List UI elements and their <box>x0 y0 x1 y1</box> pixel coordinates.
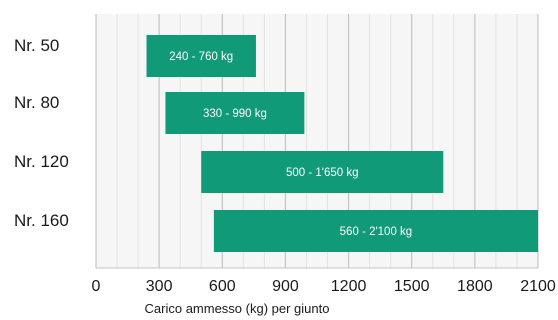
x-tick-label: 1200 <box>331 278 367 295</box>
bar-data-label: 330 - 990 kg <box>203 108 267 120</box>
bar <box>213 210 538 252</box>
x-tick-label: 0 <box>92 278 101 295</box>
category-label: Nr. 80 <box>14 93 59 112</box>
bar-data-label: 500 - 1'650 kg <box>286 167 359 179</box>
bar-data-label: 240 - 760 kg <box>169 51 233 63</box>
category-label: Nr. 120 <box>14 152 69 171</box>
bar-data-label: 560 - 2'100 kg <box>340 226 413 238</box>
x-tick-label: 900 <box>272 278 299 295</box>
category-labels: Nr. 50 Nr. 80 Nr. 120 Nr. 160 <box>14 36 69 230</box>
bar <box>165 92 305 134</box>
category-label: Nr. 160 <box>14 211 69 230</box>
x-axis-label: Carico ammesso (kg) per giunto <box>145 301 330 316</box>
x-tick-labels: 0 300 600 900 1200 1500 1800 2100 <box>92 278 556 295</box>
x-tick-label: 1800 <box>457 278 493 295</box>
x-tick-label: 600 <box>209 278 236 295</box>
x-tick-label: 1500 <box>394 278 430 295</box>
category-label: Nr. 50 <box>14 36 59 55</box>
x-tick-label: 300 <box>146 278 173 295</box>
bar <box>146 35 256 77</box>
bar <box>201 151 444 193</box>
bars: 240 - 760 kg 330 - 990 kg 500 - 1'650 kg 56… <box>146 35 538 252</box>
x-tick-label: 2100 <box>520 278 556 295</box>
